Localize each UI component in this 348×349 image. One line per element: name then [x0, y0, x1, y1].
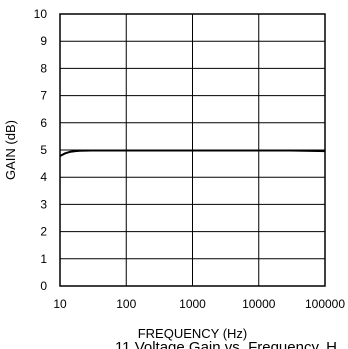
x-tick-label: 10000	[242, 297, 276, 311]
y-tick-label: 8	[40, 61, 47, 75]
gain-series-line	[59, 149, 326, 157]
y-tick-label: 2	[40, 225, 47, 239]
x-tick-label: 100	[116, 297, 136, 311]
x-tick-label: 1000	[179, 297, 206, 311]
y-tick-label: 1	[40, 252, 47, 266]
y-tick-label: 6	[40, 116, 47, 130]
series-layer	[59, 149, 326, 157]
y-tick-label: 0	[40, 279, 47, 293]
y-tick-label: 5	[40, 143, 47, 157]
x-axis-label: FREQUENCY (Hz)	[138, 326, 248, 341]
x-tick-labels: 10 100 1000 10000 100000	[53, 297, 345, 311]
x-tick-label: 100000	[305, 297, 345, 311]
figure-caption: 11 Voltage Gain vs. Frequency, H	[115, 339, 337, 349]
y-tick-label: 10	[34, 7, 48, 21]
y-tick-label: 7	[40, 89, 47, 103]
y-tick-label: 3	[40, 197, 47, 211]
y-tick-labels: 0 1 2 3 4 5 6 7 8 9 10	[34, 7, 48, 293]
y-tick-label: 9	[40, 34, 47, 48]
plot-frame	[59, 13, 326, 287]
x-tick-label: 10	[53, 297, 67, 311]
y-axis-label: GAIN (dB)	[3, 120, 18, 180]
y-tick-label: 4	[40, 170, 47, 184]
